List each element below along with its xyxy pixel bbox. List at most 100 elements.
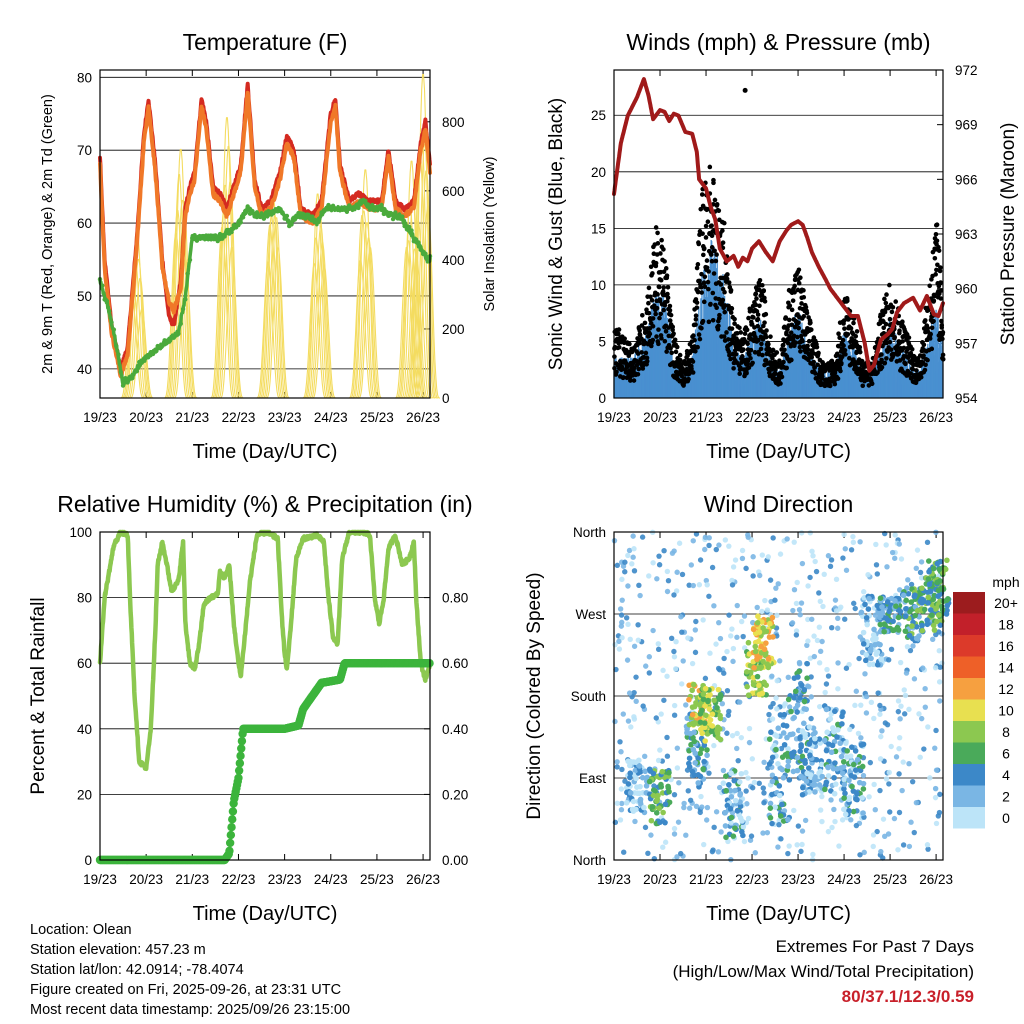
precip-tick-label: 0.80 xyxy=(442,591,468,606)
wind-gust-point xyxy=(909,346,915,352)
wind-gust-point xyxy=(793,340,799,345)
wind-gust-point xyxy=(707,164,713,170)
wind-gust-point xyxy=(792,283,797,289)
dir-point xyxy=(738,734,745,741)
dir-point xyxy=(759,608,765,615)
precip-point xyxy=(235,759,245,768)
dir-point xyxy=(937,698,943,704)
wind-gust-max-point xyxy=(742,87,748,93)
wind-gust-point xyxy=(740,354,745,359)
dir-point xyxy=(679,681,685,687)
dir-point xyxy=(791,539,797,545)
dir-point xyxy=(646,654,653,660)
wind-gust-point xyxy=(934,267,939,273)
wind-gust-point xyxy=(748,347,754,353)
dewpoint-point xyxy=(289,222,294,227)
wind-gust-point xyxy=(837,335,842,341)
dir-point xyxy=(660,809,666,816)
panel3-title: Wind Direction xyxy=(704,491,854,517)
wind-gust-point xyxy=(798,275,803,280)
dir-point xyxy=(644,774,651,781)
dir-point xyxy=(692,649,699,656)
dewpoint-point xyxy=(317,216,322,221)
wind-gust-point xyxy=(649,297,655,303)
panel3-xtick-label: 22/23 xyxy=(735,872,769,887)
dir-point xyxy=(836,843,842,849)
dir-point xyxy=(719,700,726,707)
dir-point xyxy=(881,833,888,840)
wind-gust-point xyxy=(803,304,809,310)
dewpoint-point xyxy=(342,205,347,210)
dir-point xyxy=(692,627,699,633)
wind-gust-point xyxy=(655,230,660,236)
panel1-frame xyxy=(613,69,944,399)
dir-point xyxy=(778,745,785,752)
wind-gust-point xyxy=(815,362,820,368)
wind-gust-point xyxy=(653,311,658,317)
dir-point xyxy=(648,832,654,838)
wind-gust-point xyxy=(671,331,676,336)
dir-point xyxy=(671,654,678,660)
wind-gust-point xyxy=(728,287,734,293)
wind-gust-point xyxy=(709,233,715,239)
dir-point xyxy=(924,842,931,848)
wind-gust-point xyxy=(655,292,660,297)
dir-point xyxy=(796,661,803,667)
dir-point xyxy=(631,546,637,552)
wind-gust-point xyxy=(628,378,633,383)
dewpoint-point xyxy=(393,210,398,215)
dir-point xyxy=(889,549,896,556)
dir-point xyxy=(804,642,810,648)
wind-gust-point xyxy=(931,318,936,324)
precip-tick-label: 0.20 xyxy=(442,787,468,802)
dir-point xyxy=(739,555,746,562)
wind-gust-point xyxy=(616,344,622,350)
wind-gust-point xyxy=(808,320,813,326)
wind-gust-point xyxy=(889,309,895,315)
wind-gust-point xyxy=(806,338,812,344)
dir-point xyxy=(924,539,931,546)
dir-point xyxy=(901,687,907,693)
panel3-xtick-label: 21/23 xyxy=(689,872,723,887)
dir-point xyxy=(887,809,893,815)
wind-gust-point xyxy=(724,330,729,335)
wind-gust-point xyxy=(883,321,889,327)
rh-ytick-label: 80 xyxy=(77,591,92,606)
wind-gust-point xyxy=(716,323,721,329)
dir-point xyxy=(914,547,921,553)
dir-point xyxy=(922,686,928,692)
dir-point xyxy=(664,588,671,595)
wind-ytick-label: 15 xyxy=(591,221,606,236)
panel3-xtick-label: 20/23 xyxy=(643,872,677,887)
wind-gust-point xyxy=(700,318,706,324)
insolation-trace-2 xyxy=(214,117,240,399)
dir-point xyxy=(636,790,643,797)
wind-gust-point xyxy=(933,231,939,237)
dir-point xyxy=(619,597,625,603)
dir-point xyxy=(690,538,696,544)
dir-point xyxy=(735,757,741,764)
dir-point xyxy=(697,557,704,563)
dir-point xyxy=(743,769,749,776)
dir-point xyxy=(658,711,664,717)
dir-point xyxy=(862,671,868,677)
dir-point xyxy=(769,673,775,679)
wind-gust-point xyxy=(804,310,810,316)
dir-point xyxy=(746,725,753,732)
wind-gust-point xyxy=(656,284,662,290)
dir-point xyxy=(671,592,677,598)
wind-gust-point xyxy=(900,339,905,344)
dir-point xyxy=(711,824,717,831)
dir-ytick-label: North xyxy=(573,853,606,868)
dir-point xyxy=(700,766,706,772)
dir-point xyxy=(618,623,625,629)
dir-point xyxy=(936,679,943,685)
wind-gust-point xyxy=(756,337,761,343)
dir-point xyxy=(871,715,877,722)
dir-point xyxy=(799,828,806,834)
dir-point xyxy=(907,647,914,654)
dir-point xyxy=(842,616,848,622)
dir-point xyxy=(631,790,638,796)
dir-point xyxy=(791,587,798,593)
panel0-xtick-label: 23/23 xyxy=(268,410,302,425)
